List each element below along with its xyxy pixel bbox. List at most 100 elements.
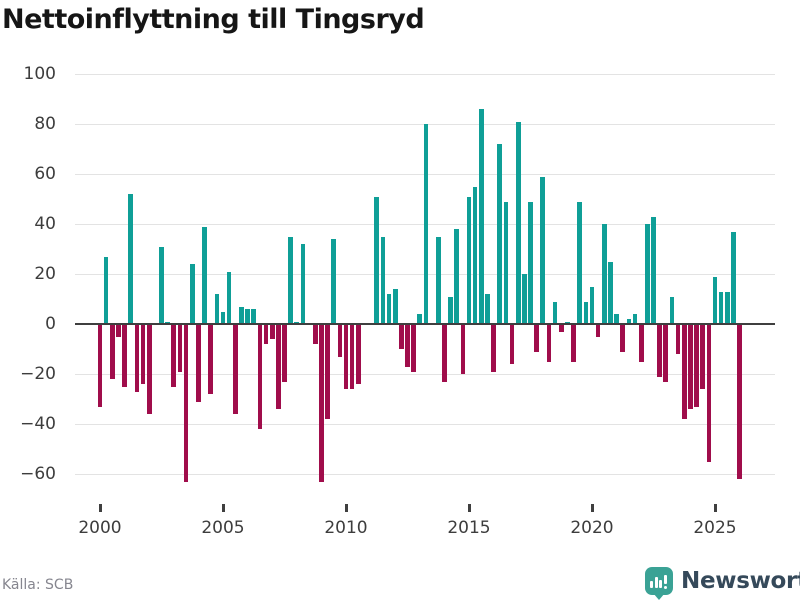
bar	[558, 324, 564, 332]
bar	[355, 324, 361, 385]
bar	[276, 324, 281, 410]
bar	[220, 311, 226, 325]
bar	[232, 324, 238, 415]
bar	[226, 271, 232, 325]
logo-bubble-tail	[653, 593, 665, 600]
bar	[245, 309, 250, 325]
bar	[374, 196, 380, 325]
y-axis-label: −60	[20, 464, 56, 485]
bar	[140, 324, 146, 385]
bar	[405, 324, 410, 367]
bar	[294, 321, 300, 325]
bar	[325, 324, 330, 420]
bar	[202, 226, 207, 325]
bar	[608, 261, 613, 325]
zero-line	[75, 323, 775, 326]
bar	[177, 324, 183, 372]
bar	[171, 324, 177, 387]
bar	[134, 324, 140, 392]
x-axis-label: 2015	[447, 518, 491, 538]
bar	[423, 124, 429, 325]
bar	[657, 324, 662, 377]
bar	[337, 324, 343, 357]
bar	[491, 324, 496, 372]
bar	[183, 324, 189, 482]
x-axis-label: 2005	[201, 518, 245, 538]
bar	[534, 324, 539, 352]
bar	[239, 306, 244, 325]
bar	[288, 236, 293, 325]
gridline	[75, 423, 775, 425]
logo-exclamation-dot	[663, 586, 667, 589]
bar	[392, 289, 398, 325]
bar	[669, 296, 675, 325]
bar	[503, 201, 509, 325]
bar	[571, 324, 576, 362]
bar	[208, 324, 214, 395]
bar	[460, 324, 466, 375]
bar	[601, 224, 607, 325]
x-axis-label: 2025	[693, 518, 737, 538]
bar	[700, 324, 706, 390]
bar	[509, 324, 515, 365]
bar	[638, 324, 644, 362]
bar	[478, 109, 484, 325]
bar	[214, 294, 220, 325]
gridline	[75, 473, 775, 475]
x-axis-label: 2010	[324, 518, 368, 538]
bar	[380, 236, 386, 325]
bar	[97, 324, 103, 407]
bar	[614, 314, 619, 325]
bar	[442, 324, 447, 382]
y-axis-label: 0	[45, 314, 56, 335]
bar	[263, 324, 269, 345]
bar	[546, 324, 552, 362]
bar	[159, 246, 164, 325]
x-axis-tick	[590, 504, 594, 512]
x-axis-label: 2020	[570, 518, 614, 538]
bar	[146, 324, 152, 415]
bar	[718, 291, 724, 325]
bar	[589, 286, 595, 325]
bar	[319, 324, 324, 482]
bar	[620, 324, 626, 352]
newsworthy-logo-text: Newsworthy	[681, 568, 800, 594]
newsworthy-logo: Newsworthy	[645, 566, 800, 600]
bar	[528, 201, 533, 325]
logo-bar-icon	[654, 577, 658, 588]
bar	[552, 301, 558, 325]
y-axis-label: −20	[20, 364, 56, 385]
source-label: Källa: SCB	[2, 577, 74, 593]
y-axis-label: −40	[20, 414, 56, 435]
bar	[448, 296, 453, 325]
bar	[122, 324, 127, 387]
bar	[540, 176, 546, 325]
y-axis-label: 80	[34, 114, 56, 135]
bar	[349, 324, 355, 390]
bar	[737, 324, 742, 480]
bar	[466, 196, 472, 325]
bar	[681, 324, 687, 420]
bar	[109, 324, 115, 380]
bar	[472, 186, 478, 325]
bar	[189, 264, 195, 325]
y-axis-label: 100	[23, 64, 56, 85]
bar	[454, 229, 460, 325]
y-axis-label: 60	[34, 164, 56, 185]
bar	[269, 324, 275, 340]
bar	[312, 324, 318, 345]
logo-bar-icon	[659, 580, 662, 588]
bar	[522, 274, 527, 325]
bar	[651, 216, 656, 325]
x-axis-tick	[344, 504, 348, 512]
bar	[411, 324, 416, 372]
x-axis-label: 2000	[78, 518, 122, 538]
gridline	[75, 73, 775, 75]
bar	[675, 324, 681, 355]
bar	[128, 194, 134, 325]
bar	[399, 324, 404, 350]
newsworthy-logo-icon	[645, 567, 673, 600]
bar	[688, 324, 693, 410]
y-axis-label: 20	[34, 264, 56, 285]
